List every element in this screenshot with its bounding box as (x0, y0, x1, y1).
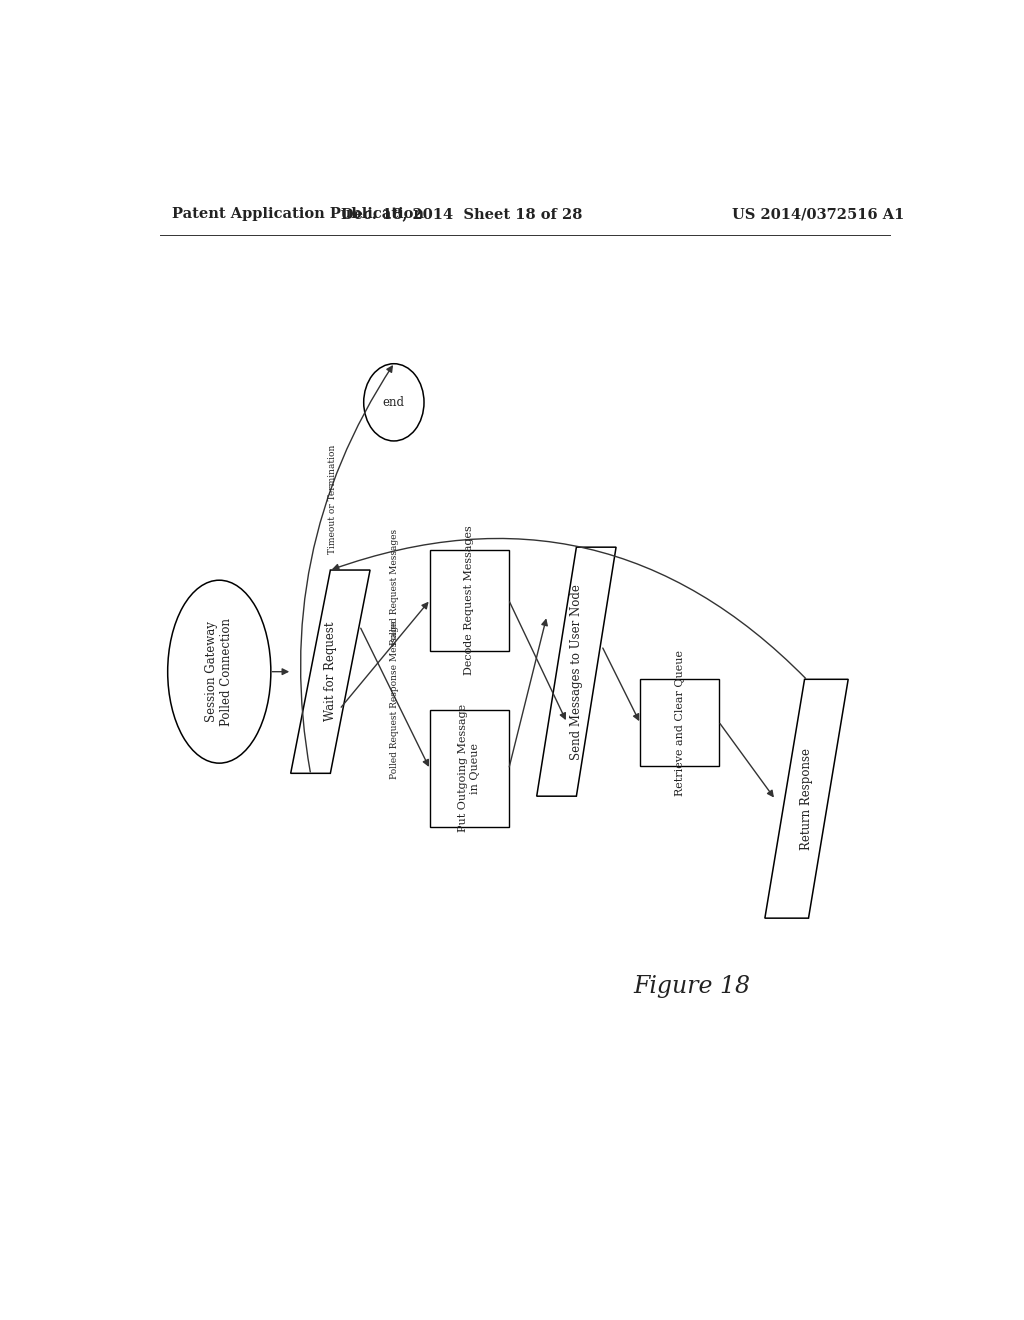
Text: Polled Request Response Message: Polled Request Response Message (390, 620, 399, 779)
Polygon shape (537, 548, 616, 796)
FancyBboxPatch shape (640, 680, 719, 766)
Polygon shape (765, 680, 848, 919)
Text: Decode Request Messages: Decode Request Messages (464, 525, 474, 676)
Text: Patent Application Publication: Patent Application Publication (172, 207, 424, 222)
Text: US 2014/0372516 A1: US 2014/0372516 A1 (732, 207, 904, 222)
FancyBboxPatch shape (430, 710, 509, 826)
Text: Return Response: Return Response (800, 747, 813, 850)
FancyBboxPatch shape (430, 549, 509, 651)
Text: Send Messages to User Node: Send Messages to User Node (570, 583, 583, 759)
Text: Wait for Request: Wait for Request (324, 622, 337, 722)
Text: Dec. 18, 2014  Sheet 18 of 28: Dec. 18, 2014 Sheet 18 of 28 (341, 207, 582, 222)
Text: end: end (383, 396, 404, 409)
Ellipse shape (168, 581, 270, 763)
Text: Put Outgoing Message
in Queue: Put Outgoing Message in Queue (459, 704, 480, 833)
Text: Retrieve and Clear Queue: Retrieve and Clear Queue (675, 649, 685, 796)
Text: Timeout or Termination: Timeout or Termination (329, 445, 337, 553)
Polygon shape (291, 570, 370, 774)
Text: Polled Request Messages: Polled Request Messages (390, 529, 399, 645)
Text: Figure 18: Figure 18 (633, 975, 750, 998)
Text: Session Gateway
Polled Connection: Session Gateway Polled Connection (205, 618, 233, 726)
Ellipse shape (364, 364, 424, 441)
